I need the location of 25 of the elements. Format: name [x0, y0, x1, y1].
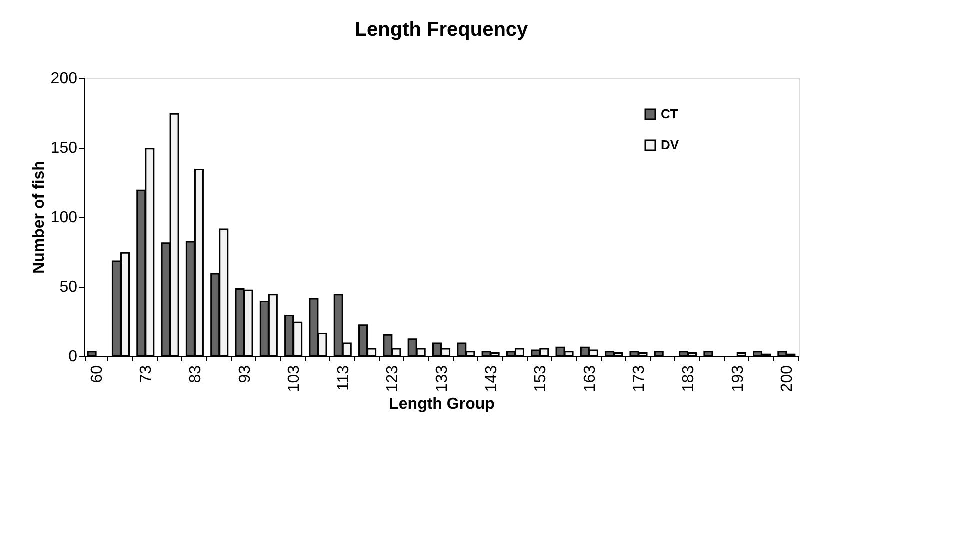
x-tick-label: 60	[88, 365, 106, 384]
x-tick-label: 133	[434, 365, 451, 392]
chart-title: Length Frequency	[354, 19, 530, 41]
x-tick-label: 83	[187, 365, 204, 384]
x-axis-title: Length Group	[389, 396, 496, 414]
x-tick-label: 200	[779, 365, 796, 392]
y-tick-label: 0	[68, 348, 78, 366]
x-tick-label: 103	[286, 365, 304, 392]
legend-label: DV	[661, 138, 680, 152]
x-tick-label: 113	[335, 365, 352, 392]
x-tick-label: 153	[532, 365, 550, 392]
legend-label: CT	[661, 106, 678, 122]
x-tick-label: 193	[730, 365, 747, 392]
x-tick-label: 93	[236, 365, 254, 384]
y-tick-label: 200	[50, 70, 78, 88]
y-tick-label: 150	[50, 140, 78, 157]
x-tick-label: 173	[631, 365, 648, 392]
y-axis-title: Number of fish	[30, 161, 48, 274]
y-tick-label: 50	[60, 279, 78, 296]
y-tick-label: 100	[50, 210, 78, 226]
x-tick-label: 183	[680, 365, 698, 392]
x-tick-label: 143	[483, 365, 500, 392]
x-tick-label: 123	[384, 365, 402, 392]
x-tick-label: 163	[582, 365, 599, 392]
x-tick-label: 73	[138, 365, 156, 384]
